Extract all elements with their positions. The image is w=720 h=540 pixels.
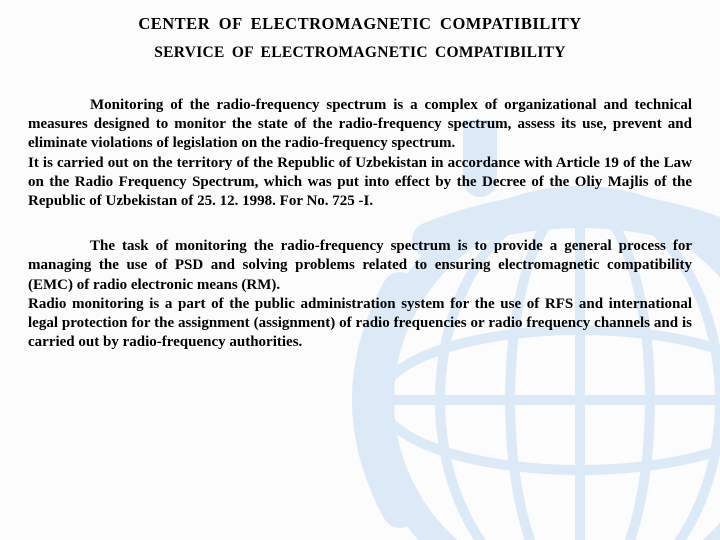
- paragraph-2: The task of monitoring the radio-frequen…: [28, 237, 692, 352]
- paragraph-1-cont: It is carried out on the territory of th…: [28, 154, 692, 212]
- paragraph-1: Monitoring of the radio-frequency spectr…: [28, 96, 692, 211]
- title-line-1: CENTER OF ELECTROMAGNETIC COMPATIBILITY: [28, 14, 692, 34]
- document-content: CENTER OF ELECTROMAGNETIC COMPATIBILITY …: [0, 0, 720, 352]
- paragraph-1-lead: Monitoring of the radio-frequency spectr…: [28, 96, 692, 154]
- paragraph-2-lead: The task of monitoring the radio-frequen…: [28, 237, 692, 295]
- paragraph-2-cont: Radio monitoring is a part of the public…: [28, 295, 692, 353]
- title-line-2: SERVICE OF ELECTROMAGNETIC COMPATIBILITY: [28, 44, 692, 62]
